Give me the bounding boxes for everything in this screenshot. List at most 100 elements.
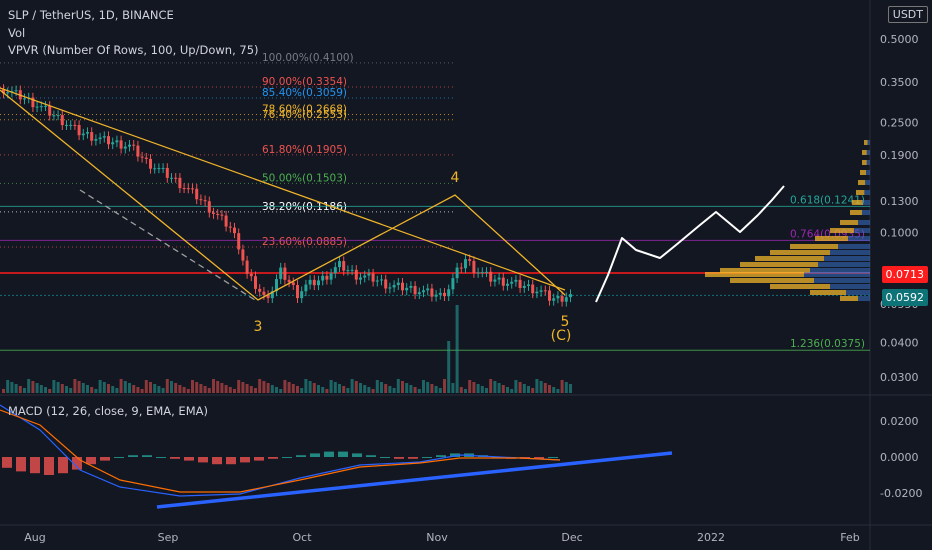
macd-axis-tick: 0.0200 (880, 415, 919, 428)
fib-level-label: 76.40%(0.2553) (262, 109, 347, 121)
candle-body (359, 277, 362, 280)
volume-bar (350, 379, 354, 393)
vpvr-row-down (858, 220, 870, 225)
candle-body (367, 273, 371, 276)
candle-body (228, 226, 232, 228)
volume-bar (212, 379, 215, 393)
vpvr-row-down (864, 190, 870, 195)
volume-bar (329, 380, 333, 393)
candle-body (312, 279, 316, 286)
volume-bar (451, 383, 455, 393)
currency-button[interactable]: USDT (887, 6, 928, 23)
volume-bar (56, 382, 60, 393)
candle-body (569, 294, 572, 298)
volume-bar (119, 379, 123, 393)
volume-bar (417, 389, 421, 393)
vpvr-row-down (830, 284, 870, 289)
vpvr-row-down (830, 250, 870, 255)
volume-bar (270, 385, 274, 393)
candle-body (325, 275, 329, 280)
volume-bar (283, 380, 287, 393)
candle-body (279, 267, 283, 280)
candle-body (65, 124, 68, 126)
candle-body (417, 292, 421, 295)
macd-histogram-bar (212, 457, 222, 465)
fib-level-label: 78.60%(0.2668) (262, 103, 347, 115)
volume-bar (6, 380, 10, 393)
candle-body (258, 288, 262, 292)
candle-body (405, 287, 409, 291)
candle-body (287, 279, 291, 283)
candle-body (535, 291, 539, 294)
candle-body (237, 233, 241, 250)
time-axis-tick: Dec (561, 531, 582, 544)
volume-bar (186, 389, 190, 393)
volume-bar (317, 385, 320, 393)
candle-body (102, 136, 106, 138)
candle-body (48, 105, 52, 116)
candle-body (556, 295, 560, 299)
extension-level-label: 1.236(0.0375) (790, 338, 865, 350)
vpvr-row-up (720, 268, 810, 273)
volume-bar (422, 380, 425, 393)
candle-body (380, 279, 383, 281)
volume-bar (531, 388, 535, 393)
candle-body (14, 90, 18, 92)
vpvr-row-down (824, 256, 870, 261)
candle-body (111, 142, 115, 145)
candle-body (56, 115, 60, 117)
fib-level-label: 85.40%(0.3059) (262, 87, 347, 99)
volume-bar (199, 384, 203, 393)
volume-bar (18, 386, 22, 393)
macd-histogram-bar (436, 455, 446, 457)
macd-histogram-bar (296, 455, 306, 457)
macd-histogram-bar (254, 457, 264, 461)
volume-bar (262, 381, 266, 393)
candle-body (338, 261, 341, 268)
candle-body (375, 280, 379, 282)
macd-axis-tick: 0.0000 (880, 451, 919, 464)
vpvr-row-down (838, 244, 870, 249)
volume-bar (497, 383, 501, 393)
candle-body (69, 124, 73, 126)
candle-body (510, 281, 514, 284)
volume-bar (480, 386, 484, 393)
candle-body (35, 106, 39, 108)
volume-bar (371, 389, 375, 393)
candle-body (363, 275, 367, 278)
volume-bar (207, 388, 211, 393)
candle-body (308, 279, 312, 285)
fib-level-label: 61.80%(0.1905) (262, 144, 347, 156)
macd-histogram-bar (548, 457, 558, 458)
candle-body (455, 267, 459, 279)
volume-bar (342, 386, 346, 393)
vpvr-row-up (860, 170, 866, 175)
volume-bar (178, 385, 182, 393)
candle-body (119, 140, 123, 149)
volume-bar (102, 382, 106, 393)
wave-polyline (0, 89, 566, 301)
volume-bar (266, 383, 270, 393)
volume-bar (291, 384, 295, 393)
volume-bar (81, 383, 85, 393)
volume-bar (77, 381, 81, 393)
vpvr-row-up (862, 150, 867, 155)
candle-body (342, 261, 346, 271)
macd-histogram-bar (142, 455, 152, 457)
volume-bar (392, 388, 396, 393)
vpvr-row-down (858, 296, 870, 301)
volume-bar (241, 382, 245, 393)
candle-body (161, 167, 165, 169)
volume-bar (111, 386, 115, 393)
vpvr-row-up (815, 236, 848, 241)
macd-histogram-bar (128, 455, 138, 457)
volume-bar (279, 389, 283, 393)
volume-bar (468, 380, 472, 393)
volume-bar (325, 389, 329, 393)
candle-body (388, 287, 392, 289)
volume-bar (14, 384, 18, 393)
candle-body (39, 106, 43, 108)
price-axis-tick: 0.1000 (880, 226, 919, 239)
volume-bar (510, 389, 514, 393)
